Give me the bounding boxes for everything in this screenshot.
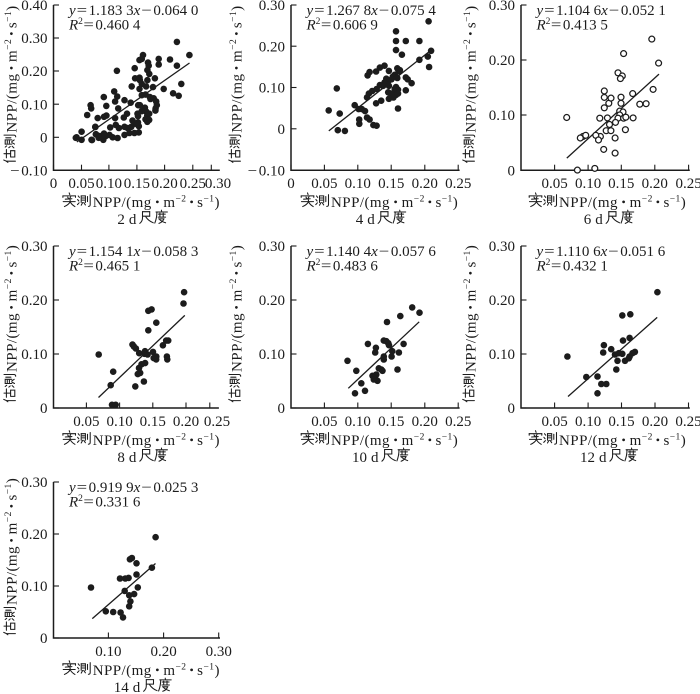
svg-text:0.20: 0.20 — [642, 414, 668, 430]
svg-text:NPP/(mg•m−2•s−1): NPP/(mg•m−2•s−1) — [4, 245, 21, 372]
svg-text:0.20: 0.20 — [489, 53, 515, 69]
svg-text:0.25: 0.25 — [445, 176, 471, 192]
svg-text:0.05: 0.05 — [541, 414, 567, 430]
svg-text:10d: 10 d — [352, 450, 379, 466]
svg-text:NPP/(mg•m−2•s−1): NPP/(mg•m−2•s−1) — [559, 195, 686, 212]
svg-text:0: 0 — [40, 401, 48, 417]
svg-text:y=1.140 4x−0.057 6: y= 1.140 4x− 0.057 6 — [305, 244, 437, 260]
svg-text:NPP/(mg•m−2•s−1): NPP/(mg•m−2•s−1) — [463, 5, 480, 132]
svg-text:0.30: 0.30 — [21, 31, 47, 47]
svg-text:0.25: 0.25 — [675, 176, 700, 192]
svg-text:0.20: 0.20 — [259, 293, 285, 309]
svg-text:NPP/(mg•m−2•s−1): NPP/(mg•m−2•s−1) — [4, 5, 21, 132]
svg-text:NPP/(mg•m−2•s−1): NPP/(mg•m−2•s−1) — [331, 195, 458, 212]
svg-text:0.25: 0.25 — [204, 414, 230, 430]
svg-text:NPP/(mg•m−2•s−1): NPP/(mg•m−2•s−1) — [331, 433, 458, 450]
svg-text:12d: 12 d — [580, 450, 607, 466]
svg-text:R2=0.432 1: R2= 0.432 1 — [536, 258, 608, 275]
svg-text:0.20: 0.20 — [150, 644, 176, 660]
svg-text:y=0.919 9x−0.025 3: y= 0.919 9x− 0.025 3 — [67, 480, 198, 496]
svg-text:y=1.104 6x−0.052 1: y= 1.104 6x− 0.052 1 — [535, 3, 666, 19]
svg-text:0: 0 — [278, 401, 286, 417]
svg-text:0: 0 — [40, 131, 48, 147]
svg-text:0: 0 — [508, 401, 516, 417]
svg-text:−0.10: −0.10 — [10, 163, 47, 179]
svg-text:0.20: 0.20 — [412, 176, 438, 192]
svg-text:NPP/(mg•m−2•s−1): NPP/(mg•m−2•s−1) — [93, 195, 220, 212]
svg-text:NPP/(mg•m−2•s−1): NPP/(mg•m−2•s−1) — [559, 433, 686, 450]
svg-text:0.10: 0.10 — [575, 176, 601, 192]
svg-text:0: 0 — [278, 122, 286, 138]
svg-text:0.20: 0.20 — [412, 414, 438, 430]
svg-text:0.10: 0.10 — [21, 347, 47, 363]
svg-text:0.10: 0.10 — [575, 414, 601, 430]
svg-text:0.05: 0.05 — [311, 176, 337, 192]
svg-text:0.30: 0.30 — [259, 0, 285, 14]
svg-text:NPP/(mg•m−2•s−1): NPP/(mg•m−2•s−1) — [229, 245, 246, 372]
svg-text:NPP/(mg•m−2•s−1): NPP/(mg•m−2•s−1) — [463, 245, 480, 372]
svg-text:0.10: 0.10 — [489, 108, 515, 124]
svg-text:0.20: 0.20 — [21, 64, 47, 80]
svg-text:0.20: 0.20 — [151, 176, 177, 192]
svg-text:0.10: 0.10 — [21, 579, 47, 595]
svg-text:0.25: 0.25 — [445, 414, 471, 430]
svg-text:0: 0 — [40, 631, 48, 647]
svg-text:0.30: 0.30 — [489, 0, 515, 14]
svg-text:0.20: 0.20 — [173, 414, 199, 430]
svg-text:0.30: 0.30 — [21, 239, 47, 255]
svg-text:y=1.267 8x−0.075 4: y= 1.267 8x− 0.075 4 — [305, 3, 437, 19]
svg-text:0: 0 — [508, 163, 516, 179]
svg-text:R2=0.606 9: R2= 0.606 9 — [306, 17, 378, 34]
svg-text:NPP/(mg•m−2•s−1): NPP/(mg•m−2•s−1) — [4, 478, 21, 605]
svg-text:0.10: 0.10 — [95, 644, 121, 660]
svg-text:0.20: 0.20 — [21, 527, 47, 543]
svg-text:R2=0.460 4: R2= 0.460 4 — [68, 17, 141, 34]
svg-text:0.05: 0.05 — [541, 176, 567, 192]
svg-text:0.10: 0.10 — [106, 414, 132, 430]
svg-text:0.25: 0.25 — [180, 176, 206, 192]
svg-text:R2=0.483 6: R2= 0.483 6 — [306, 258, 379, 275]
svg-text:0.05: 0.05 — [73, 414, 99, 430]
svg-text:0.15: 0.15 — [378, 414, 404, 430]
svg-text:y=1.183 3x−0.064 0: y= 1.183 3x− 0.064 0 — [67, 3, 198, 19]
svg-text:0.30: 0.30 — [489, 239, 515, 255]
svg-text:0.20: 0.20 — [259, 39, 285, 55]
svg-text:NPP/(mg•m−2•s−1): NPP/(mg•m−2•s−1) — [93, 433, 220, 450]
svg-text:0.10: 0.10 — [259, 347, 285, 363]
svg-text:−0.10: −0.10 — [248, 163, 285, 179]
svg-text:R2=0.331 6: R2= 0.331 6 — [68, 494, 141, 511]
svg-text:0.15: 0.15 — [378, 176, 404, 192]
svg-text:R2=0.465 1: R2= 0.465 1 — [68, 258, 140, 275]
svg-text:0.10: 0.10 — [489, 347, 515, 363]
svg-text:NPP/(mg•m−2•s−1): NPP/(mg•m−2•s−1) — [93, 663, 220, 680]
svg-text:0.10: 0.10 — [21, 97, 47, 113]
svg-text:y=1.110 6x−0.051 6: y= 1.110 6x− 0.051 6 — [535, 244, 666, 260]
svg-text:0: 0 — [50, 176, 58, 192]
svg-text:0.15: 0.15 — [124, 176, 150, 192]
svg-text:0.20: 0.20 — [489, 293, 515, 309]
svg-text:0.30: 0.30 — [205, 176, 231, 192]
svg-text:0.15: 0.15 — [140, 414, 166, 430]
svg-text:0.15: 0.15 — [608, 176, 634, 192]
svg-text:R2=0.413 5: R2= 0.413 5 — [536, 17, 608, 34]
svg-text:0: 0 — [287, 176, 295, 192]
svg-text:0.10: 0.10 — [345, 176, 371, 192]
svg-text:0.10: 0.10 — [259, 81, 285, 97]
svg-text:0.40: 0.40 — [21, 0, 47, 14]
svg-text:0.30: 0.30 — [259, 239, 285, 255]
svg-text:0.05: 0.05 — [68, 176, 94, 192]
svg-text:0.15: 0.15 — [608, 414, 634, 430]
svg-text:0.30: 0.30 — [206, 644, 232, 660]
svg-text:y=1.154 1x−0.058 3: y= 1.154 1x− 0.058 3 — [67, 244, 198, 260]
svg-text:0.10: 0.10 — [96, 176, 122, 192]
svg-text:14d: 14 d — [114, 680, 141, 694]
svg-text:0.05: 0.05 — [311, 414, 337, 430]
svg-text:0.10: 0.10 — [345, 414, 371, 430]
svg-text:NPP/(mg•m−2•s−1): NPP/(mg•m−2•s−1) — [229, 5, 246, 132]
svg-text:0.20: 0.20 — [642, 176, 668, 192]
svg-text:0.30: 0.30 — [21, 475, 47, 491]
svg-text:0.25: 0.25 — [675, 414, 700, 430]
svg-text:0.20: 0.20 — [21, 293, 47, 309]
